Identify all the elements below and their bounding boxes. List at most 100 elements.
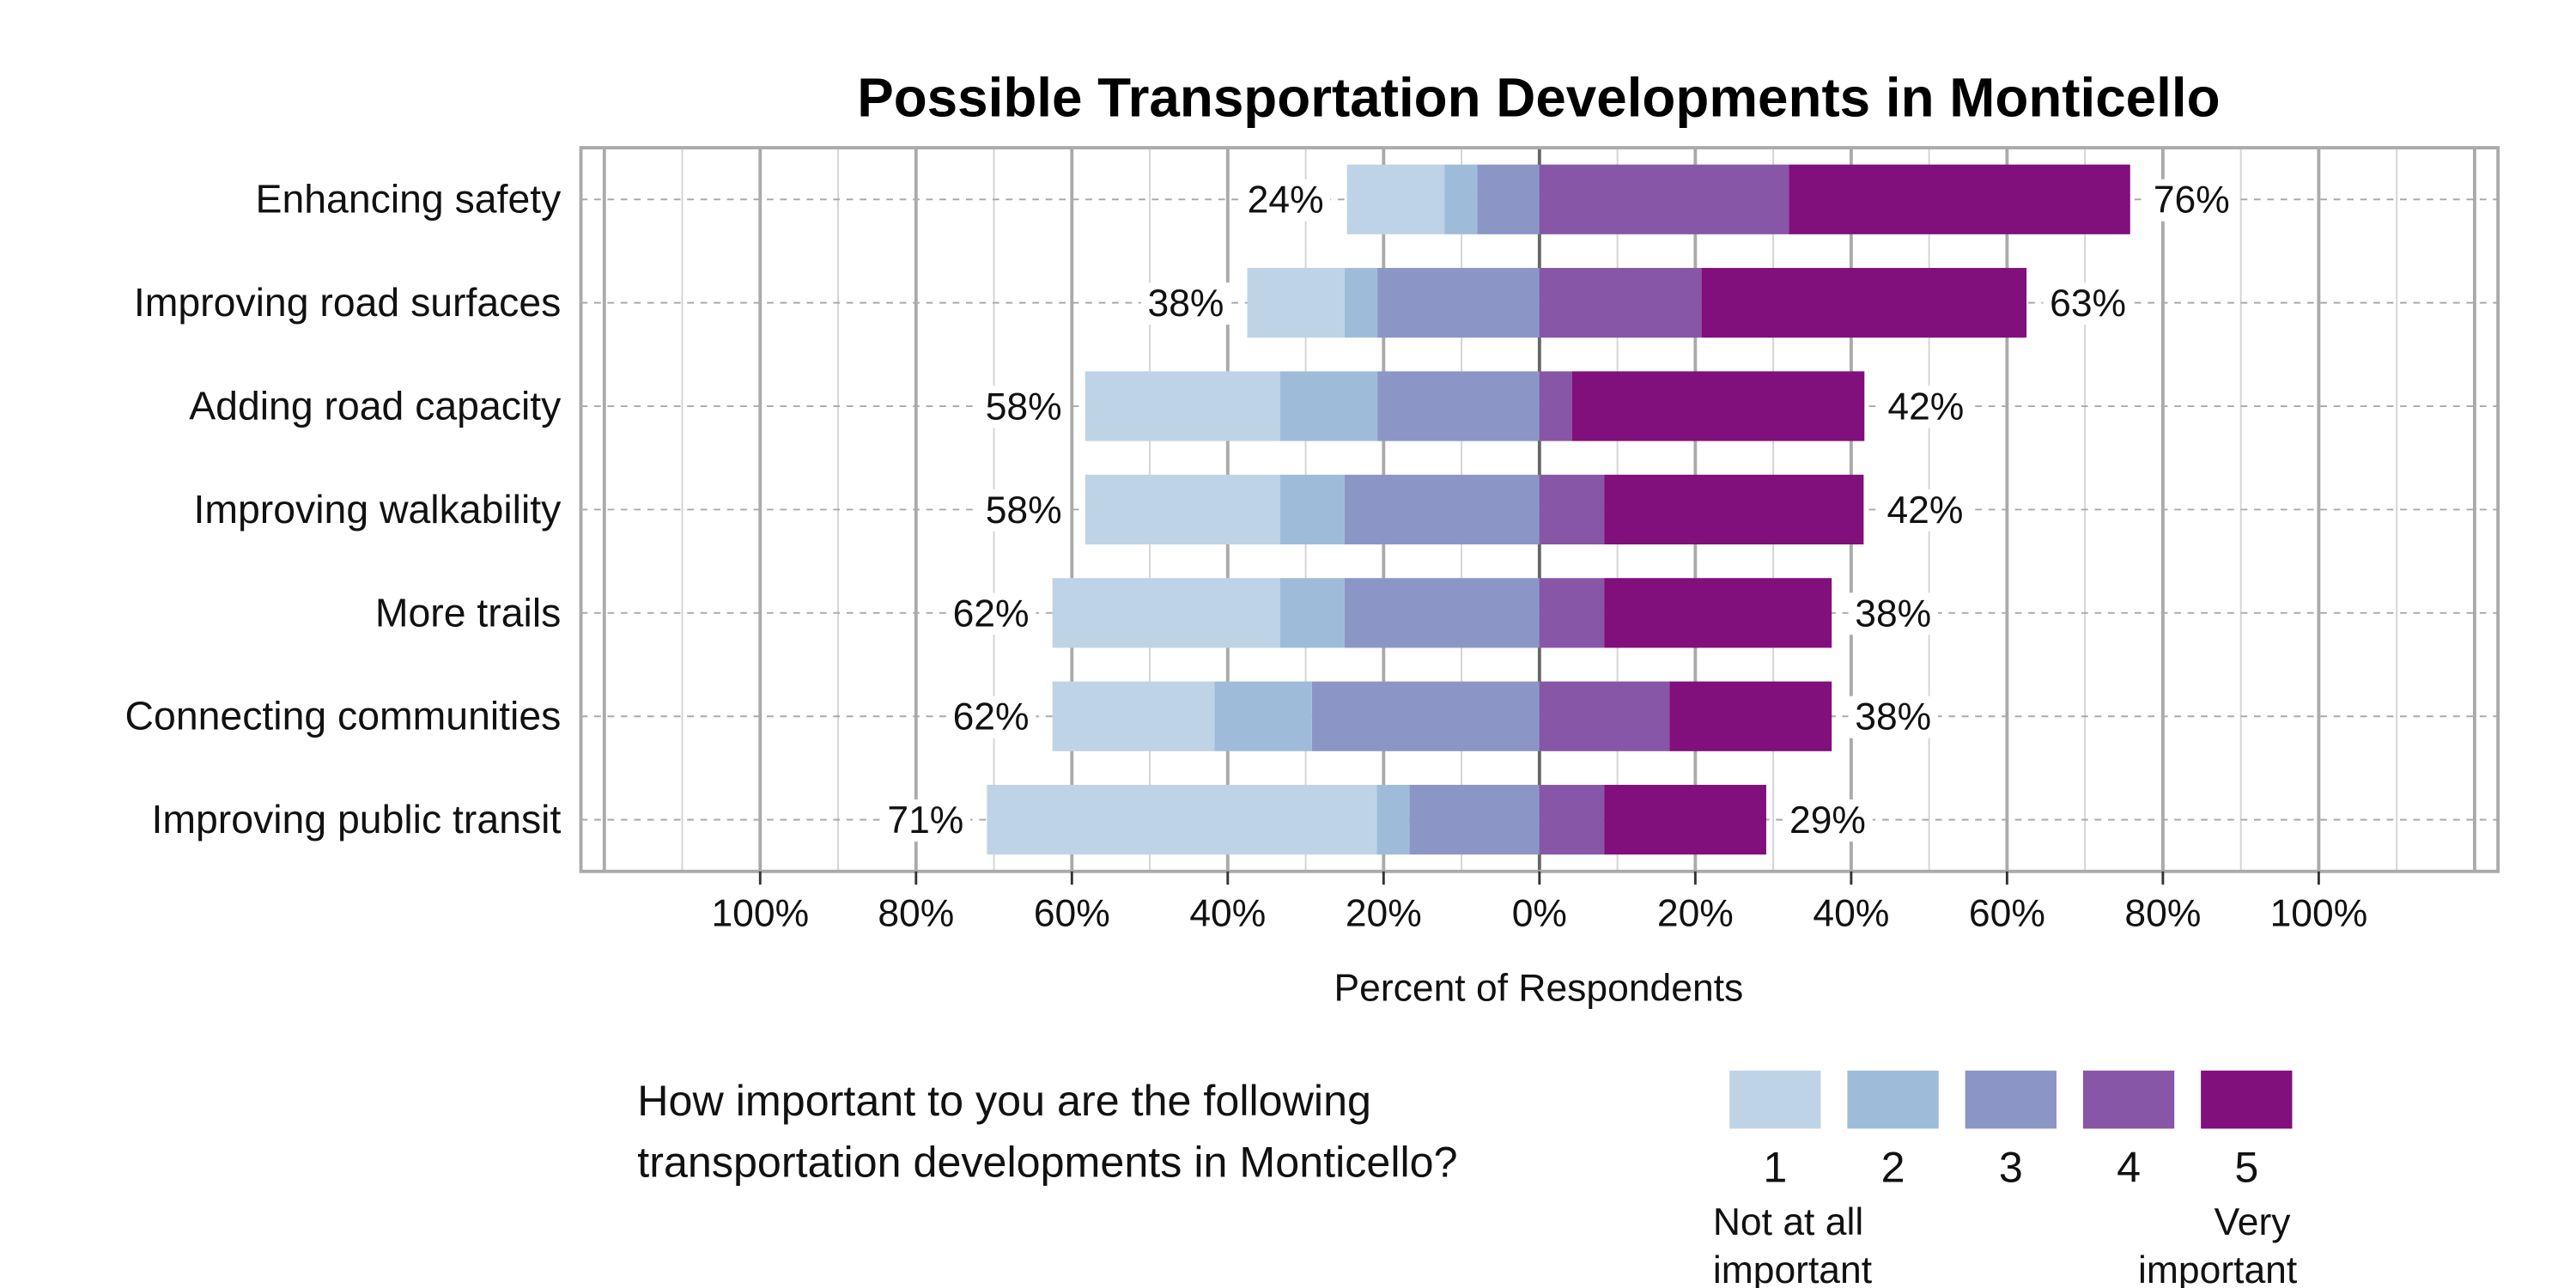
label-background [2043,283,2133,325]
x-axis-label: Percent of Respondents [1334,968,1743,1010]
bar-segment-1 [1346,164,1445,234]
bar-segment-2 [1344,268,1378,338]
bar-segment-5 [1571,371,1865,441]
label-background [1140,283,1231,325]
label-background [1848,592,1938,635]
legend-swatch-1 [1729,1070,1821,1129]
bar-segment-5 [1604,785,1766,855]
bar-segment-5 [1669,681,1832,751]
bar-segment-1 [1247,268,1345,338]
bars: 24% 76% 38% 63% 58% 42% 58% 42% 62% 38% 62% 38% 71% 2… [880,164,2237,855]
legend-low-anchor-line-2: important [1713,1249,1873,1288]
right-total-label: 29% [1789,799,1866,841]
legend-swatch-3 [1965,1070,2057,1129]
label-background [1240,179,1331,222]
label-background [1783,799,1873,842]
label-background [1880,386,1971,428]
bar-segment-3 [1409,785,1540,855]
bar-segment-1 [987,785,1377,855]
bar-segment-1 [1052,578,1280,648]
tick-label: 80% [878,893,954,935]
bar-segment-5 [1701,268,2027,338]
legend-label: 3 [1999,1143,2023,1191]
chart-title: Possible Transportation Developments in … [857,66,2220,128]
right-total-label: 42% [1887,386,1964,428]
category-label: More trails [375,590,561,635]
bar-segment-1 [1084,371,1280,441]
bar-segment-5 [1604,474,1864,545]
bar-segment-4 [1539,164,1789,234]
category-label: Enhancing safety [256,177,562,222]
legend-question-line-2: transportation developments in Monticell… [637,1138,1457,1186]
x-axis: 100% 80% 60% 40% 20% 0% 20% 40% 60% 80% 100% [711,871,2368,935]
left-total-label: 58% [986,489,1062,532]
category-label: Adding road capacity [189,383,562,428]
left-total-label: 24% [1248,179,1324,222]
left-total-label: 58% [986,386,1062,428]
legend-label: 4 [2117,1143,2141,1191]
right-total-label: 38% [1855,696,1931,738]
tick-label: 60% [1034,893,1110,935]
category-label: Connecting communities [125,694,562,738]
bar-segment-3 [1377,268,1540,338]
category-label: Improving walkability [194,487,562,532]
right-total-label: 63% [2050,283,2126,325]
bar-segment-2 [1279,371,1378,441]
legend-swatch-4 [2082,1070,2175,1129]
legend-swatch-5 [2201,1070,2293,1129]
tick-label: 40% [1189,893,1266,935]
left-total-label: 38% [1147,283,1224,325]
legend: How important to you are the following t… [637,1070,2298,1288]
bar-segment-2 [1444,164,1478,234]
bar-segment-4 [1539,681,1670,751]
legend-label: 5 [2234,1143,2258,1191]
bar-segment-4 [1539,785,1605,855]
y-axis: Enhancing safety Improving road surfaces A… [125,177,562,841]
bar-segment-2 [1279,578,1345,648]
left-total-label: 62% [953,592,1030,635]
bar-segment-3 [1344,474,1540,545]
label-background [1848,696,1938,738]
bar-segment-4 [1539,268,1702,338]
label-background [945,592,1036,635]
category-label: Improving road surfaces [134,280,561,325]
bar-segment-3 [1311,681,1540,751]
label-background [1880,489,1971,532]
bar-segment-2 [1214,681,1312,751]
bar-segment-1 [1084,474,1280,545]
right-total-label: 76% [2154,179,2230,222]
bar-segment-3 [1344,578,1540,648]
tick-label: 40% [1813,893,1889,935]
tick-label: 20% [1346,893,1422,935]
left-total-label: 62% [953,696,1030,738]
tick-label: 60% [1969,893,2045,935]
tick-label: 80% [2124,893,2201,935]
label-background [2147,179,2237,222]
tick-label: 100% [711,893,809,935]
label-background [880,799,971,842]
bar-segment-4 [1539,474,1605,545]
tick-label: 100% [2270,893,2368,935]
legend-swatch-2 [1847,1070,1939,1129]
bar-segment-5 [1789,164,2130,234]
bar-segment-4 [1539,578,1605,648]
bar-segment-1 [1052,681,1215,751]
category-label: Improving public transit [152,797,562,841]
bar-segment-4 [1539,371,1572,441]
legend-high-anchor-line-2: important [2138,1249,2298,1288]
tick-label: 20% [1657,893,1734,935]
legend-question-line-1: How important to you are the following [637,1077,1371,1125]
label-background [978,489,1069,532]
bar-segment-3 [1377,371,1540,441]
legend-high-anchor-line-1: Very [2215,1201,2292,1243]
label-background [978,386,1069,428]
tick-label: 0% [1512,893,1567,935]
label-background [945,696,1036,738]
right-total-label: 38% [1855,592,1931,635]
right-total-label: 42% [1886,489,1963,532]
left-total-label: 71% [887,799,963,841]
bar-segment-5 [1604,578,1832,648]
bar-segment-3 [1477,164,1540,234]
legend-label: 1 [1763,1143,1787,1191]
